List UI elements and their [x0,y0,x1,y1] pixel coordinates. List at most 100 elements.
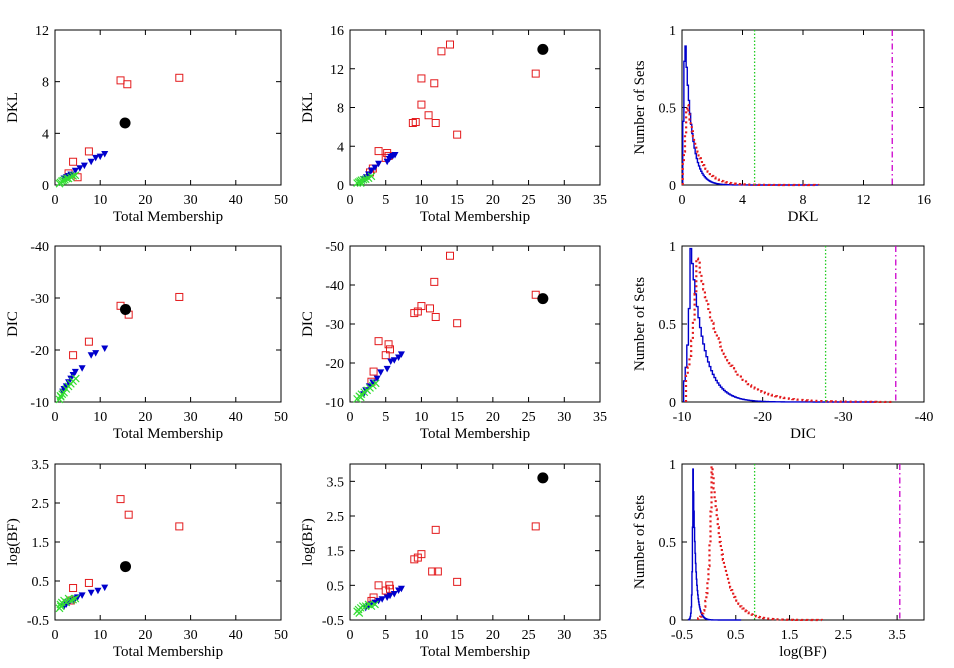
x-tick-label: -20 [753,410,772,425]
x-tick-label: -40 [915,410,934,425]
y-tick-label: 2.5 [32,497,50,512]
point-cross [355,609,364,617]
point-square [426,304,434,313]
x-tick-label: -0.5 [671,628,693,643]
chart-panel-2: 0 4 8 12 16 0 0.5 1 DKL Number of Sets [632,24,931,225]
point-triangle [390,591,398,598]
x-tick-label: -30 [834,410,853,425]
x-tick-label: 40 [229,410,243,425]
point-cross [371,379,380,388]
point-cross [71,374,80,383]
point-cross [367,172,376,181]
y-tick-label: -10 [30,396,49,411]
y-tick-label: 12 [35,24,49,39]
y-axis-label: log(BF) [5,518,21,566]
point-square [116,495,125,504]
x-axis-label: log(BF) [779,644,827,660]
x-tick-label: 1.5 [781,628,799,643]
point-triangle [94,587,102,595]
point-square [69,584,78,593]
y-tick-label: -30 [325,318,344,333]
point-triangle [386,592,394,600]
point-cross [66,596,75,605]
x-tick-label: 50 [274,410,288,425]
histogram-blue [687,468,742,621]
x-tick-label: 10 [93,628,107,643]
y-tick-label: 8 [337,102,344,117]
point-triangle [101,584,109,592]
y-tick-label: 16 [330,24,344,39]
point-square [384,340,393,349]
x-axis-label: Total Membership [420,209,530,225]
point-triangle [387,358,395,365]
point-triangle [87,158,95,166]
x-tick-label: 5 [382,410,389,425]
point-triangle [367,167,375,174]
point-square [453,319,462,328]
x-tick-label: 0 [52,410,59,425]
point-square [386,584,394,593]
point-triangle [371,164,379,172]
point-cross [71,171,80,180]
point-triangle [378,596,386,603]
y-tick-label: 2.5 [327,510,345,525]
y-tick-label: 8 [42,76,49,91]
point-square [374,337,383,346]
y-axis-label: DIC [300,311,316,337]
x-tick-label: 0 [347,410,354,425]
x-tick-label: 50 [274,193,288,208]
chart-panel-8: -0.5 0.5 1.5 2.5 3.5 0 0.5 1 log(BF) Number of Se… [632,458,925,660]
point-triangle [383,594,391,601]
y-tick-label: 4 [337,140,344,155]
y-tick-label: 1 [669,458,676,473]
x-tick-label: 20 [138,628,152,643]
x-tick-label: 35 [593,410,607,425]
point-square [175,292,184,301]
point-dot [537,43,549,55]
point-triangle [395,587,403,595]
point-cross [71,594,80,603]
point-triangle [65,379,73,386]
x-tick-label: 35 [593,193,607,208]
point-dot [119,117,131,129]
point-square [175,73,184,82]
x-tick-label: 20 [486,193,500,208]
point-triangle [87,352,95,359]
point-square [410,555,419,564]
x-tick-label: 5 [382,193,389,208]
y-axis-label: DKL [300,92,316,123]
x-tick-label: 40 [229,628,243,643]
point-square [446,40,454,49]
plot-frame [349,463,601,621]
point-square [116,76,125,85]
x-tick-label: 30 [557,628,571,643]
y-axis-label: log(BF) [300,518,316,566]
x-tick-label: 50 [274,628,288,643]
x-tick-label: 30 [184,193,198,208]
point-square [84,147,93,156]
point-square [431,119,440,127]
point-triangle [76,165,84,172]
point-square [381,351,390,360]
plot-frame [54,463,282,621]
y-tick-label: 0.5 [659,318,677,333]
point-square [430,277,439,286]
y-tick-label: -40 [30,240,49,255]
y-tick-label: 1 [669,24,676,39]
x-tick-label: 5 [382,628,389,643]
x-tick-label: 10 [93,410,107,425]
point-triangle [395,354,403,362]
point-triangle [397,585,405,593]
y-tick-label: -30 [30,292,49,307]
x-axis-label: DIC [790,426,816,442]
x-tick-label: 30 [557,193,571,208]
point-cross [66,173,75,182]
x-tick-label: 0 [347,193,354,208]
point-cross [55,179,64,188]
plot-frame [54,29,282,186]
histogram-blue [682,45,819,186]
y-tick-label: 12 [330,63,344,78]
y-tick-label: -10 [325,396,344,411]
y-tick-label: -0.5 [27,614,49,629]
